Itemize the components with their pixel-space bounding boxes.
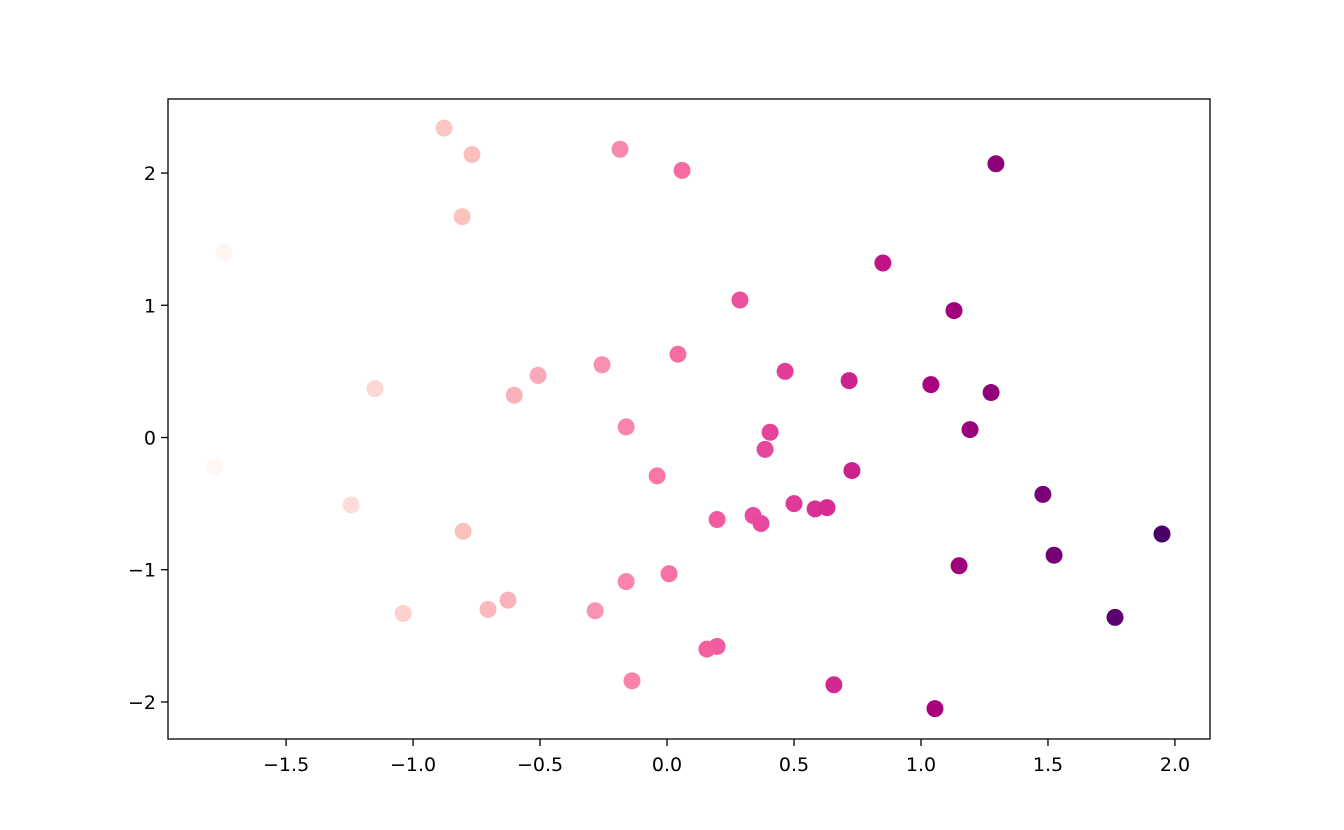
point xyxy=(874,254,892,272)
x-tick-label: −0.5 xyxy=(517,754,563,776)
point xyxy=(623,672,641,690)
point xyxy=(617,418,635,436)
y-tick-label: 2 xyxy=(144,163,156,185)
point xyxy=(673,161,691,179)
point xyxy=(756,440,774,458)
point xyxy=(818,499,836,517)
point xyxy=(215,243,233,261)
point xyxy=(660,565,678,583)
point xyxy=(922,376,940,394)
point xyxy=(648,467,666,485)
point xyxy=(479,600,497,618)
point xyxy=(987,155,1005,173)
point xyxy=(785,495,803,513)
point xyxy=(611,140,629,158)
point xyxy=(1153,525,1171,543)
x-tick-label: 1.0 xyxy=(906,754,936,776)
y-tick-label: −1 xyxy=(128,560,156,582)
y-tick-label: 0 xyxy=(144,428,156,450)
x-tick-label: 1.5 xyxy=(1033,754,1063,776)
point xyxy=(366,380,384,398)
point xyxy=(206,458,224,476)
point xyxy=(950,557,968,575)
point xyxy=(926,700,944,718)
point xyxy=(825,676,843,694)
point xyxy=(453,208,471,226)
x-tick-label: 2.0 xyxy=(1160,754,1190,776)
point xyxy=(945,302,963,320)
point xyxy=(669,345,687,363)
point xyxy=(505,386,523,404)
x-tick-label: 0.0 xyxy=(652,754,682,776)
point xyxy=(1045,546,1063,564)
y-tick-label: 1 xyxy=(144,295,156,317)
point xyxy=(454,522,472,540)
x-tick-label: 0.5 xyxy=(779,754,809,776)
point xyxy=(708,510,726,528)
point xyxy=(586,602,604,620)
point xyxy=(463,146,481,164)
point xyxy=(593,356,611,374)
plot-frame xyxy=(167,98,1211,740)
point xyxy=(342,496,360,514)
point xyxy=(731,291,749,309)
point xyxy=(435,119,453,137)
point xyxy=(394,604,412,622)
point xyxy=(499,591,517,609)
point xyxy=(698,640,716,658)
point xyxy=(761,423,779,441)
point xyxy=(617,573,635,591)
point xyxy=(776,362,794,380)
x-tick-label: −1.5 xyxy=(263,754,309,776)
point xyxy=(752,514,770,532)
point xyxy=(961,421,979,439)
point xyxy=(982,384,1000,402)
point xyxy=(843,462,861,480)
point xyxy=(840,372,858,390)
point xyxy=(1106,608,1124,626)
y-tick-label: −2 xyxy=(128,692,156,714)
point xyxy=(529,366,547,384)
point xyxy=(1034,485,1052,503)
x-tick-label: −1.0 xyxy=(390,754,436,776)
